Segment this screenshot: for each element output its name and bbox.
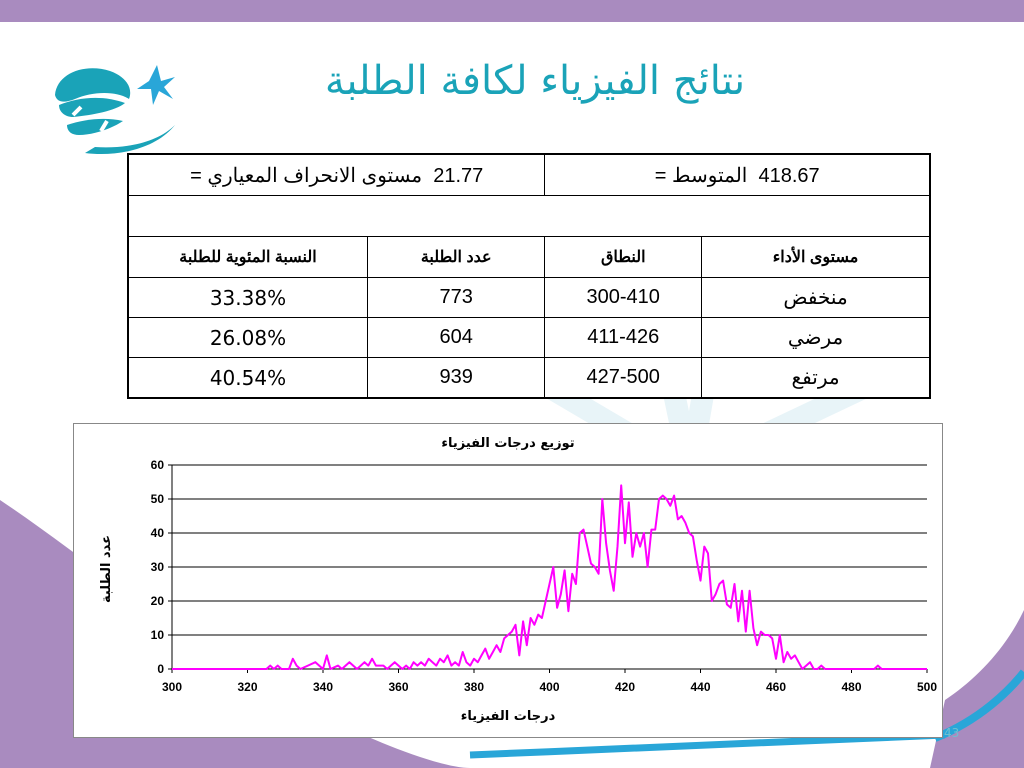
empty-cell <box>127 195 931 237</box>
count-cell: 939 <box>366 357 546 399</box>
chart-title: توزيع درجات الفيزياء <box>441 436 574 451</box>
logo-icon <box>55 65 175 155</box>
percent-cell: 33.38% <box>127 277 368 318</box>
x-tick-label: 340 <box>313 680 333 694</box>
x-tick-label: 360 <box>388 680 408 694</box>
y-tick-label: 0 <box>157 662 164 676</box>
header-percent: النسبة المئوية للطلبة <box>127 236 368 278</box>
summary-row: مستوى الانحراف المعياري = 21.77 المتوسط … <box>127 153 931 196</box>
header-level: مستوى الأداء <box>701 236 931 278</box>
page-number: 43 <box>944 726 960 740</box>
range-cell: 411-426 <box>544 317 703 358</box>
y-tick-label: 30 <box>151 560 165 574</box>
empty-row <box>127 195 931 237</box>
x-tick-label: 420 <box>615 680 635 694</box>
std-dev-value: 21.77 <box>433 164 484 187</box>
x-tick-label: 380 <box>464 680 484 694</box>
count-cell: 773 <box>366 277 546 318</box>
range-cell: 427-500 <box>544 357 703 399</box>
y-tick-label: 40 <box>151 526 165 540</box>
mean-value: 418.67 <box>758 164 820 187</box>
x-tick-label: 400 <box>539 680 559 694</box>
percent-cell: 26.08% <box>127 317 368 358</box>
table-row: 26.08% 604 411-426 مرضي <box>127 317 931 358</box>
std-dev-label: مستوى الانحراف المعياري = <box>190 164 423 187</box>
table-row: 40.54% 939 427-500 مرتفع <box>127 357 931 399</box>
header-range: النطاق <box>544 236 703 278</box>
x-tick-label: 460 <box>766 680 786 694</box>
count-cell: 604 <box>366 317 546 358</box>
results-table: مستوى الانحراف المعياري = 21.77 المتوسط … <box>127 153 931 399</box>
percent-cell: 40.54% <box>127 357 368 399</box>
top-accent-bar <box>0 0 1024 22</box>
distribution-chart: توزيع درجات الفيزياء درجات الفيزياء عدد … <box>99 436 937 724</box>
x-tick-label: 480 <box>841 680 861 694</box>
level-cell: منخفض <box>701 277 931 318</box>
y-tick-label: 60 <box>151 458 165 472</box>
mean-cell: المتوسط = 418.67 <box>544 153 931 196</box>
x-tick-label: 320 <box>237 680 257 694</box>
mean-label: المتوسط = <box>654 164 748 187</box>
y-tick-label: 50 <box>151 492 165 506</box>
header-row: النسبة المئوية للطلبة عدد الطلبة النطاق … <box>127 236 931 278</box>
y-tick-label: 10 <box>151 628 165 642</box>
table-row: 33.38% 773 300-410 منخفض <box>127 277 931 318</box>
y-axis-label: عدد الطلبة <box>99 535 114 603</box>
x-tick-label: 440 <box>690 680 710 694</box>
x-tick-label: 300 <box>162 680 182 694</box>
slide-title: نتائج الفيزياء لكافة الطلبة <box>324 58 746 104</box>
chart-container: توزيع درجات الفيزياء درجات الفيزياء عدد … <box>73 423 943 738</box>
x-tick-label: 500 <box>917 680 937 694</box>
series-line <box>172 484 927 670</box>
level-cell: مرضي <box>701 317 931 358</box>
level-cell: مرتفع <box>701 357 931 399</box>
y-tick-label: 20 <box>151 594 165 608</box>
std-dev-cell: مستوى الانحراف المعياري = 21.77 <box>127 153 546 196</box>
x-axis-label: درجات الفيزياء <box>461 709 556 724</box>
header-count: عدد الطلبة <box>366 236 546 278</box>
range-cell: 300-410 <box>544 277 703 318</box>
